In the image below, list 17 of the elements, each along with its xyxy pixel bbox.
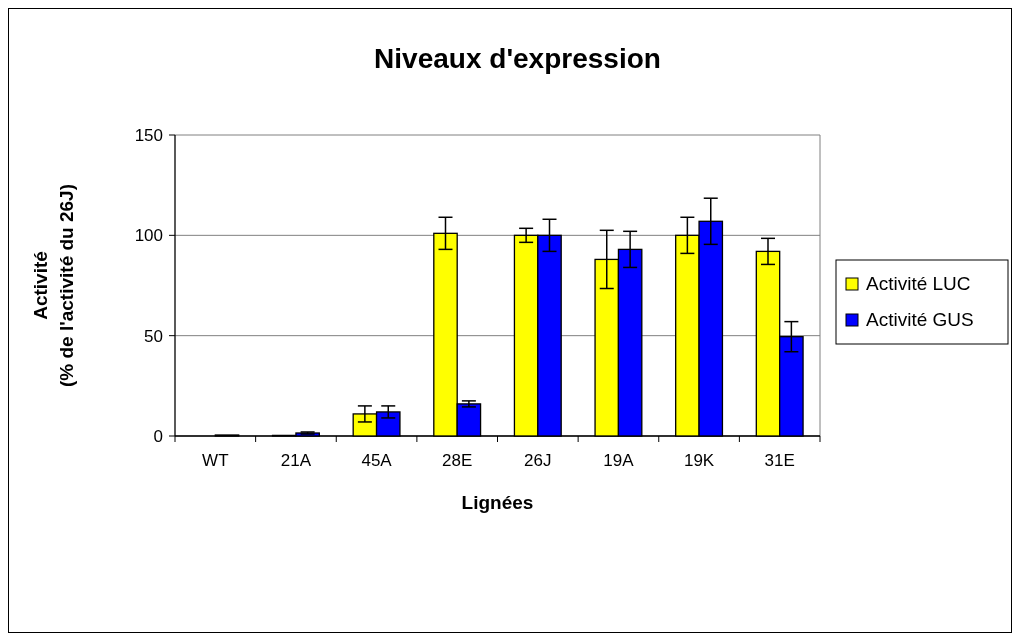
x-tick-label: WT (202, 451, 229, 470)
x-tick-label: 28E (442, 451, 473, 470)
x-tick-label: 19K (683, 451, 715, 470)
y-tick-label: 0 (153, 426, 163, 446)
legend-label: Activité GUS (866, 309, 974, 330)
x-tick-label: 31E (764, 451, 795, 470)
legend-label: Activité LUC (866, 273, 971, 294)
y-axis-title: Activité (% de l'activité du 26J) (30, 183, 77, 388)
y-tick-label: 50 (144, 326, 163, 346)
y-tick-label: 150 (134, 125, 163, 145)
x-axis-title: Lignées (461, 492, 534, 513)
x-tick-label: 19A (603, 451, 635, 470)
chart-title: Niveaux d'expression (374, 43, 661, 74)
x-tick-label: 21A (280, 451, 312, 470)
y-tick-label: 100 (134, 226, 163, 246)
x-tick-label: 45A (361, 451, 393, 470)
x-tick-label: 26J (524, 451, 552, 470)
